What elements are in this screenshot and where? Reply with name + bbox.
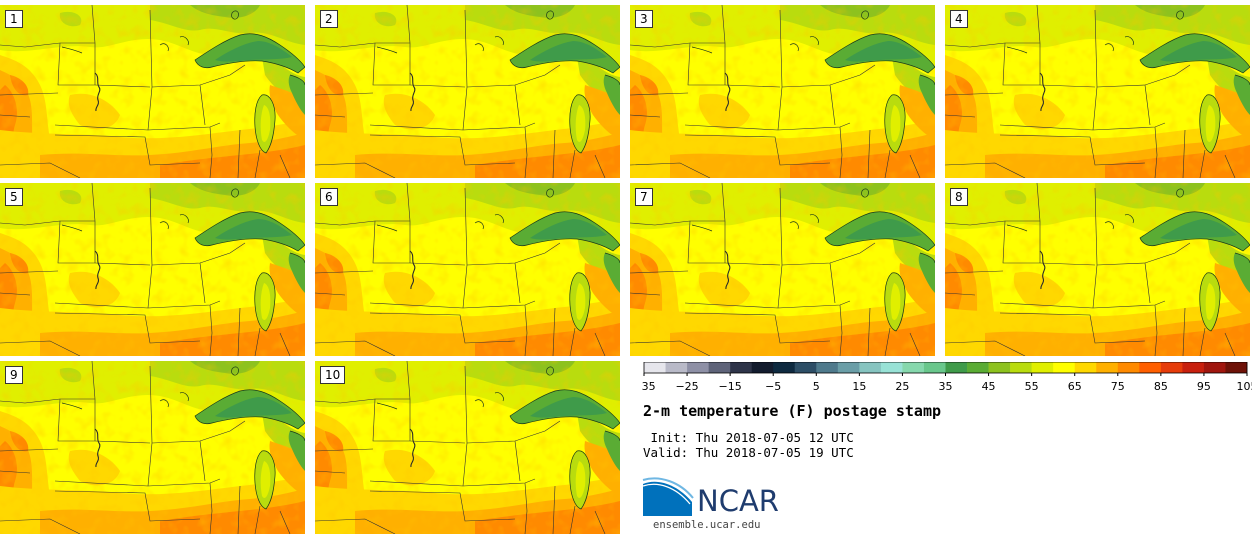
ensemble-member-panel: 1 — [0, 5, 305, 178]
colorbar-swatch — [644, 362, 666, 373]
colorbar-swatch — [1053, 362, 1076, 373]
colorbar-swatch — [902, 362, 925, 373]
colorbar-tick-label: −35 — [642, 380, 656, 392]
colorbar-swatch — [1225, 362, 1248, 373]
colorbar-swatch — [1117, 362, 1140, 373]
colorbar-tick-label: −5 — [765, 380, 781, 392]
temperature-map — [315, 361, 620, 534]
colorbar-swatch — [837, 362, 860, 373]
colorbar-swatch — [1160, 362, 1183, 373]
colorbar-swatch — [1182, 362, 1205, 373]
colorbar-tick-label: 45 — [982, 380, 996, 392]
temperature-map — [945, 183, 1250, 356]
temperature-map — [315, 5, 620, 178]
temperature-map — [315, 183, 620, 356]
colorbar-tick-label: 25 — [895, 380, 909, 392]
colorbar-tick-label: 5 — [813, 380, 820, 392]
colorbar-swatch — [730, 362, 752, 373]
member-label: 2 — [320, 10, 338, 28]
ensemble-member-panel: 3 — [630, 5, 935, 178]
colorbar-tick-label: 75 — [1111, 380, 1125, 392]
colorbar-swatch — [751, 362, 774, 373]
colorbar-swatch — [708, 362, 731, 373]
member-label: 9 — [5, 366, 23, 384]
ensemble-member-panel: 2 — [315, 5, 620, 178]
ncar-wordmark: NCAR — [697, 484, 779, 518]
colorbar-swatch — [816, 362, 839, 373]
ncar-logo-icon — [642, 477, 694, 516]
colorbar-swatch — [794, 362, 817, 373]
member-label: 7 — [635, 188, 653, 206]
colorbar-tick-label: 55 — [1025, 380, 1039, 392]
member-label: 3 — [635, 10, 653, 28]
colorbar-tick-label: −25 — [675, 380, 698, 392]
ensemble-member-panel: 8 — [945, 183, 1250, 356]
colorbar-swatch — [773, 362, 796, 373]
member-label: 1 — [5, 10, 23, 28]
colorbar-swatch — [1074, 362, 1097, 373]
colorbar-swatch — [1203, 362, 1226, 373]
colorbar-swatch — [1096, 362, 1119, 373]
temperature-map — [0, 361, 305, 534]
ensemble-url: ensemble.ucar.edu — [653, 519, 761, 531]
colorbar-swatch — [967, 362, 989, 373]
colorbar-swatch — [859, 362, 882, 373]
colorbar-swatch — [1010, 362, 1032, 373]
member-label: 6 — [320, 188, 338, 206]
ensemble-member-panel: 10 — [315, 361, 620, 534]
valid-time: Valid: Thu 2018-07-05 19 UTC — [643, 445, 854, 460]
ensemble-member-panel: 4 — [945, 5, 1250, 178]
init-time: Init: Thu 2018-07-05 12 UTC — [643, 430, 854, 445]
temperature-map — [630, 5, 935, 178]
colorbar-tick-label: 85 — [1154, 380, 1168, 392]
plot-title: 2-m temperature (F) postage stamp — [643, 402, 942, 420]
ensemble-member-panel: 6 — [315, 183, 620, 356]
colorbar-swatch — [665, 362, 688, 373]
colorbar-tick-label: −15 — [719, 380, 742, 392]
temperature-map — [630, 183, 935, 356]
temperature-map — [945, 5, 1250, 178]
ensemble-member-panel: 5 — [0, 183, 305, 356]
temperature-map — [0, 183, 305, 356]
colorbar-swatch — [988, 362, 1011, 373]
colorbar-tick-label: 65 — [1068, 380, 1082, 392]
colorbar-swatch — [945, 362, 968, 373]
member-label: 10 — [320, 366, 346, 384]
colorbar-tick-label: 105 — [1237, 380, 1253, 392]
colorbar-tick-label: 95 — [1197, 380, 1211, 392]
colorbar-swatch — [880, 362, 903, 373]
member-label: 8 — [950, 188, 968, 206]
colorbar-tick-label: 35 — [939, 380, 953, 392]
colorbar-swatch — [687, 362, 709, 373]
temperature-map — [0, 5, 305, 178]
colorbar-swatch — [1139, 362, 1162, 373]
colorbar: −35−25−15−55152535455565758595105115 — [642, 362, 1252, 392]
colorbar-tick-label: 15 — [852, 380, 866, 392]
ensemble-member-panel: 7 — [630, 183, 935, 356]
colorbar-swatch — [923, 362, 946, 373]
member-label: 5 — [5, 188, 23, 206]
ensemble-member-panel: 9 — [0, 361, 305, 534]
colorbar-swatch — [1031, 362, 1054, 373]
member-label: 4 — [950, 10, 968, 28]
